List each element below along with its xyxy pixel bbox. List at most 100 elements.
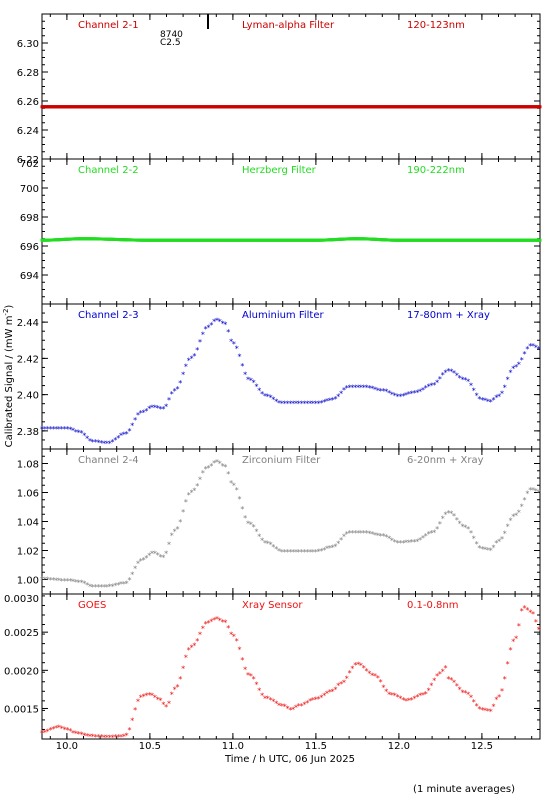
data-point: * xyxy=(508,369,512,378)
data-point: * xyxy=(421,691,425,700)
data-point: * xyxy=(280,548,284,557)
data-point: * xyxy=(139,557,143,566)
data-point: * xyxy=(254,527,258,536)
data-point: * xyxy=(60,724,64,733)
data-point: * xyxy=(235,486,239,495)
data-point: * xyxy=(269,696,273,705)
data-point: * xyxy=(497,693,501,702)
data-point xyxy=(538,238,542,242)
data-point: * xyxy=(57,724,61,733)
data-point: * xyxy=(99,439,103,448)
data-point: * xyxy=(418,536,422,545)
data-point: * xyxy=(218,318,222,327)
data-point: * xyxy=(187,356,191,365)
data-point: * xyxy=(336,682,340,691)
data-point: * xyxy=(226,328,230,337)
data-point: * xyxy=(80,731,84,740)
data-point: * xyxy=(503,675,507,684)
data-point: * xyxy=(119,432,123,441)
data-point: * xyxy=(144,692,148,701)
data-point: * xyxy=(387,690,391,699)
data-point: * xyxy=(156,404,160,413)
data-point: * xyxy=(113,733,117,742)
data-point: * xyxy=(325,690,329,699)
data-point: * xyxy=(201,624,205,633)
data-point: * xyxy=(531,610,535,619)
data-point: * xyxy=(311,696,315,705)
data-point: * xyxy=(376,532,380,541)
data-point: * xyxy=(362,383,366,392)
data-point: * xyxy=(243,370,247,379)
data-point: * xyxy=(159,405,163,414)
data-point: * xyxy=(325,397,329,406)
data-point: * xyxy=(260,691,264,700)
data-point: * xyxy=(119,733,123,742)
data-point: * xyxy=(342,678,346,687)
data-point: * xyxy=(223,619,227,628)
data-point: * xyxy=(57,577,61,586)
panel-band-label: 0.1-0.8nm xyxy=(407,600,459,611)
data-point: * xyxy=(370,671,374,680)
data-point: * xyxy=(271,395,275,404)
data-point: * xyxy=(418,691,422,700)
data-point: * xyxy=(111,438,115,447)
data-point: * xyxy=(170,532,174,541)
data-point: * xyxy=(111,733,115,742)
footnote: (1 minute averages) xyxy=(413,784,515,795)
data-point: * xyxy=(534,344,538,353)
data-point: * xyxy=(483,706,487,715)
data-point: * xyxy=(212,459,216,468)
y-tick-label: 700 xyxy=(20,184,39,195)
data-point: * xyxy=(384,688,388,697)
data-point: * xyxy=(85,435,89,444)
data-point: * xyxy=(105,583,109,592)
panel-frame xyxy=(41,593,541,740)
data-point: * xyxy=(198,475,202,484)
data-point: * xyxy=(446,509,450,518)
data-point: * xyxy=(277,547,281,556)
data-point: * xyxy=(424,690,428,699)
data-point: * xyxy=(229,479,233,488)
data-point: * xyxy=(297,702,301,711)
data-point: * xyxy=(133,564,137,573)
data-point: * xyxy=(204,325,208,334)
data-point: * xyxy=(161,701,165,710)
data-point: * xyxy=(373,531,377,540)
data-point: * xyxy=(249,521,253,530)
data-point: * xyxy=(257,686,261,695)
data-point: * xyxy=(254,680,258,689)
data-point: * xyxy=(441,371,445,380)
data-point: * xyxy=(458,686,462,695)
data-point: * xyxy=(452,679,456,688)
data-point: * xyxy=(537,488,541,497)
data-point: * xyxy=(190,643,194,652)
data-point: * xyxy=(508,516,512,525)
data-point: * xyxy=(300,702,304,711)
data-point: * xyxy=(235,344,239,353)
data-point: * xyxy=(105,733,109,742)
data-point: * xyxy=(432,528,436,537)
data-point: * xyxy=(435,379,439,388)
data-point: * xyxy=(432,676,436,685)
data-point: * xyxy=(111,582,115,591)
data-point: * xyxy=(238,352,242,361)
data-point: * xyxy=(116,581,120,590)
panel-filter-label: Zirconium Filter xyxy=(242,455,321,466)
data-point: * xyxy=(277,701,281,710)
data-point: * xyxy=(525,490,529,499)
x-axis-title: Time / h UTC, 06 Jun 2025 xyxy=(224,754,355,765)
data-point: * xyxy=(446,367,450,376)
y-tick-label: 698 xyxy=(20,213,39,224)
panel-band-label: 190-222nm xyxy=(407,165,465,176)
data-point: * xyxy=(353,661,357,670)
data-point: * xyxy=(266,539,270,548)
data-point: * xyxy=(506,660,510,669)
panel-2: 694 696 698 700 702 Channel 2-2 Herzberg Filte… xyxy=(20,158,542,305)
x-tick-label: 12.0 xyxy=(388,741,410,752)
data-point: * xyxy=(204,620,208,629)
data-point: * xyxy=(359,383,363,392)
panel-3: 2.38 2.40 2.42 2.44 Channel 2-3 Aluminium Fil… xyxy=(17,303,541,450)
data-point: * xyxy=(528,342,532,351)
data-point: * xyxy=(523,496,527,505)
data-point: * xyxy=(40,729,44,738)
